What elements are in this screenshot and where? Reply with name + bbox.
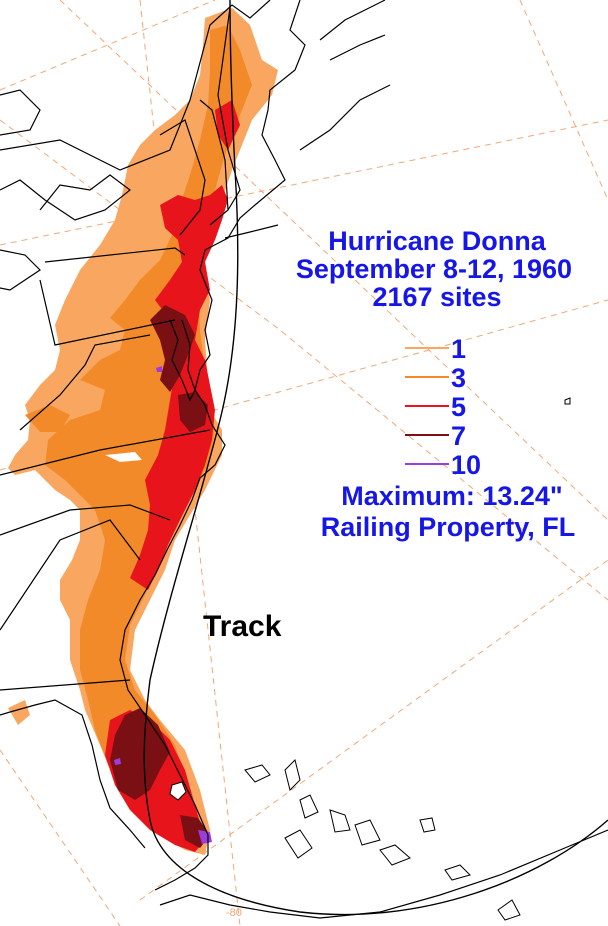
title-site-count: 2167 sites (372, 282, 501, 312)
state-border-sc-ga (0, 519, 141, 631)
dry-area (105, 452, 142, 462)
cuba-coast (159, 829, 608, 919)
state-border-wv-va (19, 334, 151, 431)
canada-border (0, 0, 271, 171)
title-dates: September 8-12, 1960 (296, 254, 572, 284)
maximum-location: Railing Property, FL (321, 512, 576, 542)
state-border-vt-nh (199, 99, 229, 226)
legend-label-7: 7 (451, 421, 466, 451)
maximum-block: Maximum: 13.24" Railing Property, FL (321, 481, 576, 542)
legend-label-1: 1 (451, 334, 466, 364)
state-border-ny-pa (44, 247, 186, 263)
maximum-value: Maximum: 13.24" (341, 481, 562, 511)
state-border-va-nc (0, 429, 211, 476)
rainfall-area-10in-fl (114, 758, 121, 765)
great-lakes-shore (0, 89, 131, 291)
rainfall-area-1in-sw (8, 700, 30, 725)
nova-scotia (299, 0, 391, 151)
rainfall-area-10in-md (156, 366, 162, 372)
state-border-nc-sc (0, 504, 171, 536)
lake-okeechobee (169, 781, 187, 801)
state-border-ga-fl (0, 679, 131, 691)
storm-track (143, 0, 608, 916)
long-island (224, 224, 279, 239)
rainfall-area-5in (130, 185, 228, 590)
rainfall-area-7in-va (178, 392, 208, 432)
atlantic-coast (119, 0, 306, 891)
state-border-pa-md (39, 279, 176, 346)
legend-label-5: 5 (451, 392, 466, 422)
legend-label-10: 10 (451, 450, 481, 480)
chesapeake-bay (169, 319, 196, 402)
gulf-coast (0, 699, 146, 849)
title-block: Hurricane Donna September 8-12, 1960 216… (296, 226, 572, 312)
bahamas-islands (244, 397, 571, 921)
state-border-ny-ne (159, 119, 206, 236)
track-label: Track (203, 610, 282, 643)
longitude-label: -80 (226, 907, 242, 919)
legend-label-3: 3 (451, 363, 466, 393)
rainfall-area-3in-west (25, 405, 70, 432)
title-storm-name: Hurricane Donna (328, 226, 547, 256)
